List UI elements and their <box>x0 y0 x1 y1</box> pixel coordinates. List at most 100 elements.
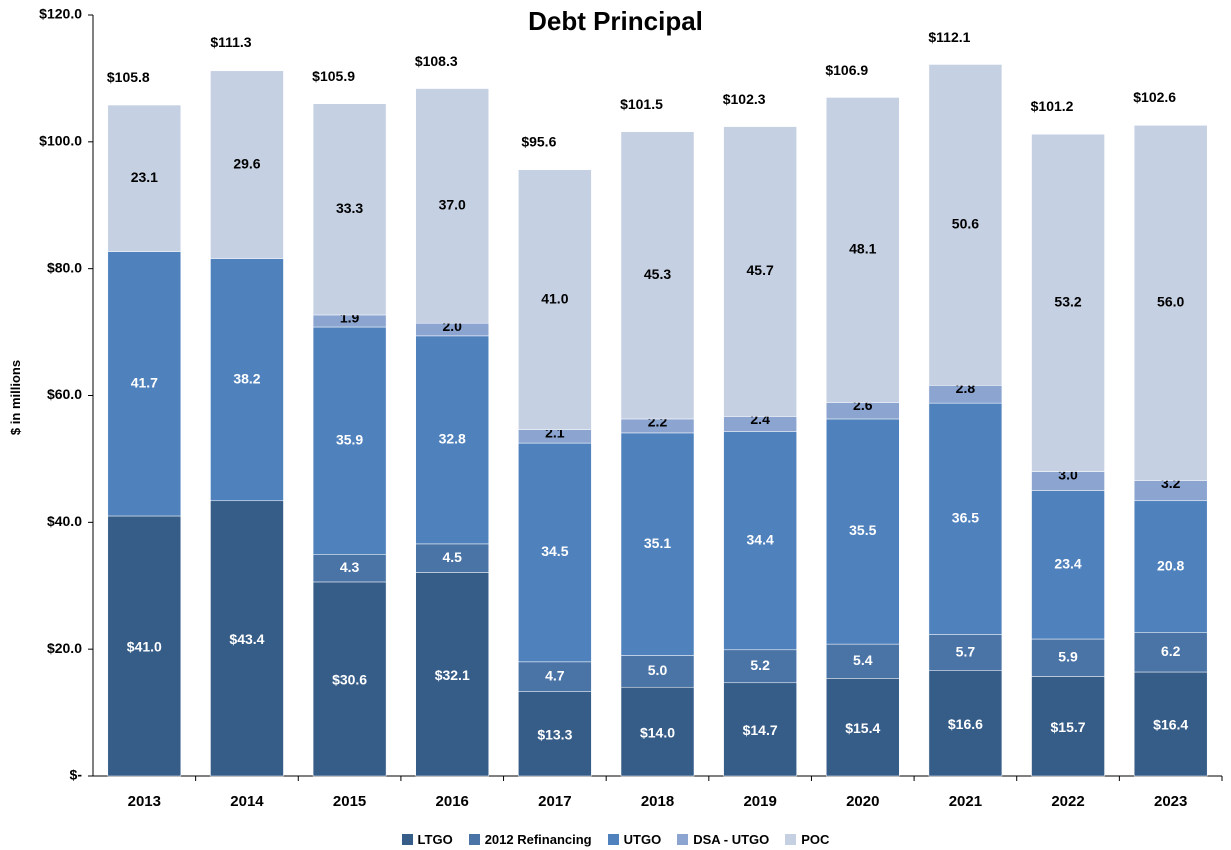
y-tick-label: $20.0 <box>47 640 82 656</box>
bar-segment <box>1133 500 1208 633</box>
bar-segment <box>723 682 797 777</box>
bar-segment <box>826 643 900 679</box>
x-tick-label: 2019 <box>743 793 776 810</box>
bar-segment <box>620 686 695 777</box>
bar-segment <box>1031 133 1105 472</box>
y-tick-label: $40.0 <box>47 513 82 529</box>
y-tick-label: $80.0 <box>47 259 82 275</box>
data-label: $15.7 <box>1051 719 1086 735</box>
data-label: 4.7 <box>545 667 565 683</box>
bar-segment <box>107 104 182 252</box>
data-label: 53.2 <box>1054 294 1081 310</box>
data-label: 20.8 <box>1157 557 1184 573</box>
legend-label-dsa-utgo: DSA - UTGO <box>693 832 770 847</box>
data-label: 56.0 <box>1157 294 1184 310</box>
bar-segment <box>1031 490 1105 640</box>
bar-segment <box>723 649 797 684</box>
data-label: $41.0 <box>127 639 162 655</box>
data-label: 5.4 <box>853 652 873 668</box>
y-tick-label: $120.0 <box>39 6 82 22</box>
bar-segment <box>210 258 284 502</box>
data-label: 35.9 <box>336 432 363 448</box>
legend-label-2012-refinancing: 2012 Refinancing <box>484 832 592 847</box>
data-label: 34.5 <box>541 543 568 559</box>
data-label: $15.4 <box>845 720 880 736</box>
total-label: $105.8 <box>107 69 150 85</box>
data-label: $32.1 <box>435 667 470 683</box>
data-label: $16.4 <box>1153 717 1188 733</box>
data-label: 48.1 <box>849 241 876 257</box>
bar-segment <box>415 335 489 545</box>
data-label: 23.1 <box>131 169 158 185</box>
data-label: 33.3 <box>336 200 363 216</box>
legend-swatch-dsa-utgo <box>677 834 689 845</box>
legend-item-ltgo: LTGO <box>401 832 453 847</box>
data-label: 45.7 <box>747 262 774 278</box>
bar-segment <box>1133 671 1208 777</box>
data-label: 4.3 <box>340 559 360 575</box>
data-label: 50.6 <box>952 216 979 232</box>
legend-label-utgo: UTGO <box>623 832 662 847</box>
data-label: $14.0 <box>640 724 675 740</box>
bar-segment <box>620 432 695 656</box>
x-tick-label: 2021 <box>949 793 982 810</box>
bar-segment <box>415 543 489 573</box>
bar-segment <box>723 126 797 417</box>
bar-segment <box>928 402 1003 635</box>
legend-item-poc: POC <box>785 832 829 847</box>
bar-segment <box>826 97 900 403</box>
data-label: $43.4 <box>229 631 264 647</box>
data-label: 32.8 <box>439 431 466 447</box>
x-tick-label: 2015 <box>333 793 366 810</box>
data-label: 45.3 <box>644 266 671 282</box>
bar-segment <box>1031 638 1105 677</box>
bar-segment <box>518 169 592 430</box>
data-label: 35.5 <box>849 522 876 538</box>
x-tick-label: 2014 <box>230 793 264 810</box>
bar-segment <box>826 678 900 777</box>
legend: LTGO 2012 Refinancing UTGO DSA - UTGO PO… <box>0 832 1231 847</box>
total-label: $101.5 <box>620 96 663 112</box>
total-label: $106.9 <box>825 62 868 78</box>
data-label: 38.2 <box>233 370 260 386</box>
bar-segment <box>1133 125 1208 481</box>
legend-swatch-ltgo <box>401 834 413 845</box>
bar-segment <box>723 431 797 651</box>
total-label: $111.3 <box>210 34 251 50</box>
x-tick-label: 2020 <box>846 793 879 810</box>
bar-segment <box>1031 676 1105 777</box>
data-label: 6.2 <box>1161 643 1181 659</box>
data-label: 5.2 <box>750 657 770 673</box>
legend-label-ltgo: LTGO <box>417 832 453 847</box>
y-tick-label: $- <box>70 767 83 783</box>
bar-segment <box>107 515 182 777</box>
data-label: 41.0 <box>541 290 568 306</box>
bar-segment <box>210 70 284 259</box>
bar-segment <box>928 64 1003 386</box>
data-label: $30.6 <box>332 672 367 688</box>
data-label: 29.6 <box>233 155 260 171</box>
data-label: 41.7 <box>131 374 158 390</box>
legend-swatch-utgo <box>607 834 619 845</box>
legend-item-2012-refinancing: 2012 Refinancing <box>468 832 592 847</box>
data-label: $16.6 <box>948 716 983 732</box>
bar-segment <box>620 655 695 688</box>
total-label: $112.1 <box>928 29 970 45</box>
y-tick-label: $100.0 <box>39 133 82 149</box>
bar-segment <box>620 131 695 420</box>
data-label: 34.4 <box>747 531 774 547</box>
chart-title: Debt Principal <box>528 6 703 36</box>
data-label: 5.0 <box>648 662 668 678</box>
legend-label-poc: POC <box>801 832 830 847</box>
bar-segment <box>518 661 592 692</box>
legend-item-dsa-utgo: DSA - UTGO <box>677 832 769 847</box>
x-tick-label: 2022 <box>1051 793 1084 810</box>
x-tick-label: 2017 <box>538 793 571 810</box>
bar-segment <box>107 251 182 517</box>
x-tick-label: 2023 <box>1154 793 1187 810</box>
data-label: 35.1 <box>644 535 671 551</box>
data-label: 37.0 <box>439 197 466 213</box>
total-label: $95.6 <box>521 133 556 149</box>
legend-swatch-2012-refinancing <box>468 834 480 845</box>
